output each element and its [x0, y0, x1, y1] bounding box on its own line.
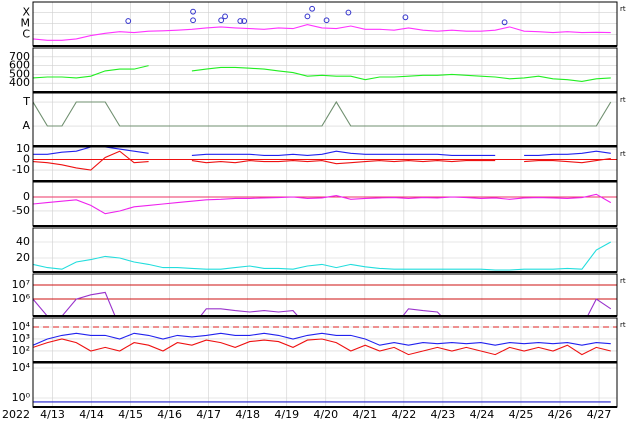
flare-marker [125, 18, 132, 24]
y-tick-label: 0 [23, 190, 30, 203]
right-label: rt [620, 277, 626, 285]
flare-marker [222, 13, 228, 20]
series-line [33, 193, 612, 215]
panel [33, 228, 617, 272]
x-tick-label: 4/22 [392, 408, 417, 421]
series-line [33, 150, 611, 171]
series-line [33, 332, 611, 346]
y-tick-label: 500 [9, 67, 30, 80]
right-label: rt [620, 96, 626, 104]
panel-frame [32, 1, 618, 47]
y-tick-label: 0 [23, 153, 30, 166]
series-line [33, 100, 612, 127]
x-tick-label: 4/16 [157, 408, 182, 421]
panel [33, 48, 617, 92]
flare-marker [304, 13, 311, 20]
flare-marker [309, 5, 316, 12]
x-tick-label: 4/20 [313, 408, 338, 421]
x-tick-label: 4/17 [196, 408, 221, 421]
y-tick-label: 10³ [12, 332, 30, 345]
panel [33, 93, 617, 146]
y-tick-label: 400 [9, 76, 30, 89]
panel-frame [32, 92, 618, 147]
y-tick-label: 10⁴ [12, 320, 31, 333]
x-tick-label: 4/13 [40, 408, 65, 421]
y-tick-label: A [22, 119, 30, 132]
flare-marker [218, 17, 225, 24]
panel [33, 2, 617, 46]
y-tick-label: C [22, 28, 30, 41]
series-line [33, 24, 611, 41]
y-tick-label: 10⁷ [12, 278, 30, 291]
right-label: rt [620, 5, 626, 13]
x-tick-label: 4/15 [118, 408, 143, 421]
panel [33, 363, 617, 407]
y-tick-label: 600 [9, 59, 30, 72]
series-line [33, 291, 612, 316]
series-line [33, 241, 612, 271]
y-tick-label: X [22, 6, 30, 19]
panel [33, 274, 617, 316]
flare-marker [345, 9, 352, 16]
y-tick-label: 10 [16, 142, 30, 155]
y-tick-label: -50 [12, 204, 30, 217]
flare-marker [190, 17, 196, 24]
panel-frame [32, 181, 618, 227]
panel-frame [32, 47, 618, 93]
flare-marker [237, 18, 244, 24]
y-tick-label: 10² [12, 344, 30, 357]
y-tick-label: 10⁶ [12, 292, 31, 305]
panel [33, 318, 617, 362]
series-line [33, 65, 611, 82]
y-tick-label: 10⁰ [12, 391, 31, 404]
y-tick-label: 10⁴ [12, 361, 31, 374]
x-tick-label: 4/18 [235, 408, 260, 421]
x-tick-label: 4/14 [79, 408, 104, 421]
x-tick-label: 4/24 [470, 408, 495, 421]
panel-frame [32, 362, 618, 408]
x-tick-label: 4/21 [352, 408, 377, 421]
x-tick-label: 4/25 [509, 408, 534, 421]
y-tick-label: M [21, 17, 31, 30]
y-tick-label: 700 [9, 50, 30, 63]
x-tick-label: 4/19 [274, 408, 299, 421]
flare-marker [241, 18, 248, 24]
series-line [33, 147, 611, 156]
flare-marker [323, 17, 330, 24]
flare-marker [501, 19, 508, 26]
y-tick-label: -10 [12, 163, 30, 176]
right-label: rt [620, 150, 626, 158]
flare-marker [402, 14, 409, 21]
flare-marker [190, 8, 196, 15]
y-tick-label: T [22, 95, 30, 108]
right-label: rt [620, 321, 626, 329]
y-tick-label: 40 [16, 235, 30, 248]
x-tick-label: 4/27 [587, 408, 612, 421]
panel [33, 147, 617, 181]
y-tick-label: 20 [16, 251, 30, 264]
series-line [33, 338, 611, 356]
panel-frame [32, 273, 618, 317]
x-tick-label: 4/23 [431, 408, 456, 421]
year-label: 2022 [2, 408, 30, 421]
x-tick-label: 4/26 [548, 408, 573, 421]
panel [33, 182, 617, 226]
